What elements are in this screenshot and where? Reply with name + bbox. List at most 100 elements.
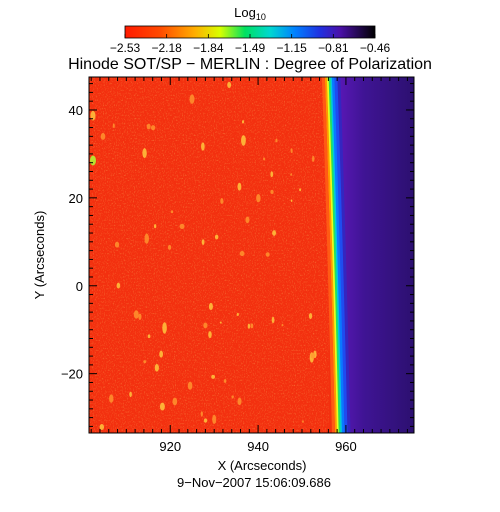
bright-point bbox=[290, 148, 293, 154]
bright-point bbox=[290, 173, 293, 176]
colorbar-ticks: −2.53 −2.18 −1.84 −1.49 −1.15 −0.81 −0.46 bbox=[110, 34, 391, 55]
bright-point bbox=[138, 313, 142, 320]
bright-point bbox=[231, 395, 234, 399]
bright-point-edge bbox=[90, 155, 96, 166]
bright-point bbox=[241, 120, 245, 124]
bright-point bbox=[99, 423, 105, 430]
limb-band-lightblue bbox=[331, 77, 345, 433]
bright-point bbox=[179, 223, 185, 229]
colorbar-tick-label: −1.84 bbox=[193, 41, 224, 55]
bright-point bbox=[144, 233, 149, 244]
limb-band-green bbox=[328, 77, 341, 433]
colorbar: Log10 −2.53 −2.18 −1.84 −1.49 −1.15 −0.81 −0.4… bbox=[110, 5, 391, 55]
colorbar-tick-label: −0.46 bbox=[360, 41, 391, 55]
bright-point bbox=[245, 216, 250, 224]
bright-point bbox=[290, 199, 293, 202]
colorbar-label-subscript: 10 bbox=[256, 12, 266, 22]
bright-point bbox=[112, 123, 115, 128]
bright-point bbox=[237, 182, 242, 191]
offlimb-region bbox=[337, 77, 414, 433]
bright-point bbox=[227, 81, 232, 89]
colorbar-tick-label: −2.18 bbox=[151, 41, 182, 55]
colorbar-tick-label: −1.49 bbox=[235, 41, 266, 55]
limb-layer bbox=[321, 77, 414, 433]
colorbar-label: Log10 bbox=[234, 5, 266, 22]
bright-point bbox=[154, 364, 159, 372]
limb-band-orange bbox=[324, 77, 337, 433]
bright-point bbox=[187, 381, 193, 390]
bright-points bbox=[90, 81, 317, 430]
bright-point bbox=[250, 323, 254, 329]
bright-point bbox=[116, 282, 121, 289]
limb-band-indigo bbox=[336, 77, 351, 433]
bright-point bbox=[223, 379, 227, 383]
disk-texture bbox=[89, 77, 329, 433]
bright-point bbox=[312, 155, 315, 162]
x-axis-label: X (Arcseconds) bbox=[218, 458, 307, 473]
limb-band-cyan bbox=[329, 77, 342, 433]
bright-point bbox=[220, 198, 224, 204]
bright-point bbox=[211, 374, 216, 379]
y-tick-label: 0 bbox=[76, 279, 83, 294]
bright-point bbox=[263, 157, 266, 161]
bright-point bbox=[170, 210, 174, 214]
heatmap-image bbox=[89, 77, 414, 433]
bright-point bbox=[189, 94, 195, 104]
bright-point bbox=[203, 418, 208, 423]
colorbar-tick-label: −1.15 bbox=[276, 41, 307, 55]
colorbar-label-main: Log bbox=[234, 5, 256, 20]
bright-point bbox=[153, 224, 157, 229]
limb-band-lightred bbox=[321, 77, 335, 433]
bright-point bbox=[275, 138, 278, 143]
bright-point bbox=[236, 312, 239, 317]
y-axis-label: Y (Arcseconds) bbox=[32, 211, 47, 300]
bright-point bbox=[281, 323, 284, 327]
bright-point bbox=[159, 402, 165, 411]
colorbar-tick-label: −2.53 bbox=[110, 41, 141, 55]
bright-point bbox=[162, 322, 167, 334]
bright-point bbox=[208, 302, 213, 310]
bright-point bbox=[241, 135, 246, 146]
bright-point bbox=[310, 352, 316, 359]
bright-point bbox=[114, 241, 120, 248]
bright-point bbox=[212, 414, 217, 424]
axis-ticks: 920 940 960 −20 0 20 40 bbox=[61, 77, 414, 454]
bright-point bbox=[308, 313, 313, 319]
bright-point bbox=[159, 350, 164, 358]
bright-point bbox=[239, 251, 245, 257]
bright-point bbox=[265, 252, 270, 257]
bright-point bbox=[200, 411, 203, 417]
bright-point bbox=[109, 394, 114, 403]
limb-band-blue bbox=[333, 77, 348, 433]
bright-point bbox=[214, 234, 219, 240]
y-tick-label: 40 bbox=[69, 103, 83, 118]
bright-point bbox=[299, 188, 302, 192]
bright-point bbox=[219, 321, 222, 324]
plot-frame bbox=[88, 76, 415, 434]
bright-point bbox=[271, 316, 275, 324]
bright-point bbox=[150, 125, 156, 131]
bright-point bbox=[167, 244, 172, 250]
y-tick-label: −20 bbox=[61, 367, 83, 382]
bright-point bbox=[201, 142, 205, 151]
x-tick-label: 920 bbox=[159, 439, 181, 454]
x-tick-label: 960 bbox=[335, 439, 357, 454]
bright-point bbox=[201, 239, 205, 245]
bright-point bbox=[129, 391, 132, 398]
bright-point bbox=[208, 331, 212, 339]
bright-point bbox=[172, 397, 178, 406]
bright-point bbox=[143, 360, 147, 364]
bright-point bbox=[247, 323, 251, 329]
bright-point bbox=[237, 397, 242, 406]
limb-band-yellow bbox=[326, 77, 339, 433]
x-tick-label: 940 bbox=[247, 439, 269, 454]
bright-point bbox=[272, 230, 277, 236]
bright-point bbox=[203, 322, 208, 329]
y-tick-label: 20 bbox=[69, 191, 83, 206]
bright-point bbox=[142, 148, 147, 159]
bright-point bbox=[100, 132, 106, 140]
bright-point bbox=[270, 171, 274, 178]
colorbar-tick-label: −0.81 bbox=[318, 41, 349, 55]
footer-timestamp: 9−Nov−2007 15:06:09.686 bbox=[177, 475, 331, 490]
